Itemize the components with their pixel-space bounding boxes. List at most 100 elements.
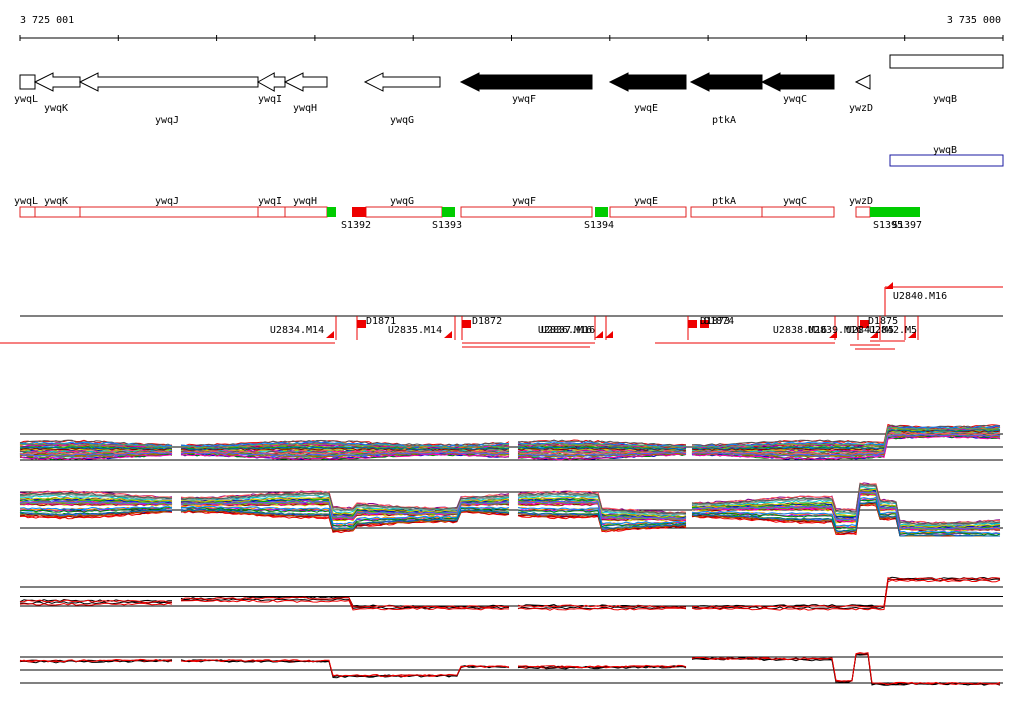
gene-label: ywqI	[258, 94, 282, 105]
probe-label: D1872	[472, 316, 502, 327]
expression-trace	[691, 424, 1001, 447]
probe-flag	[829, 331, 837, 338]
expression-trace	[691, 653, 1001, 686]
probe-flag	[885, 282, 893, 289]
probe-flag	[605, 331, 613, 338]
gene-label: ywqF	[512, 94, 536, 105]
expression-trace	[19, 509, 173, 518]
segment	[365, 206, 443, 218]
expression-trace	[19, 658, 173, 663]
expression-trace	[691, 576, 1001, 609]
expression-trace	[180, 439, 510, 447]
expression-trace	[180, 505, 510, 525]
expression-trace	[517, 492, 687, 515]
gene-label: ywqC	[783, 94, 807, 105]
expression-trace	[517, 493, 687, 516]
expression-trace	[19, 599, 172, 604]
probe-flag	[908, 331, 916, 338]
expression-trace	[181, 446, 510, 451]
expression-trace	[691, 484, 1001, 526]
expression-trace	[691, 578, 1001, 610]
expression-trace	[517, 511, 687, 529]
expression-trace	[19, 505, 173, 511]
gene-arrow	[608, 72, 687, 92]
segment-label: ywqL	[14, 196, 38, 207]
probe-label: U2838.M16	[773, 325, 827, 336]
segment-label: ywqI	[258, 196, 282, 207]
segment	[284, 206, 328, 218]
ruler-end: 3 735 000	[947, 15, 1001, 26]
expression-trace	[517, 664, 687, 668]
gene-arrow	[459, 72, 593, 92]
site-label: S1394	[584, 220, 614, 231]
expression-trace	[180, 441, 510, 448]
segment	[79, 206, 259, 218]
expression-trace	[691, 429, 1001, 451]
segment-label: ywqF	[512, 196, 536, 207]
segment	[460, 206, 593, 218]
expression-trace	[691, 496, 1001, 535]
expression-trace	[20, 601, 173, 605]
site-block	[442, 207, 455, 217]
expression-trace	[19, 439, 173, 447]
gene-label: ywqG	[390, 115, 414, 126]
probe-flag	[595, 331, 603, 338]
gene-arrow	[283, 72, 328, 92]
segment-label: ywqC	[783, 196, 807, 207]
expression-trace	[19, 490, 173, 499]
expression-trace	[180, 507, 510, 528]
probe-label: U2835.M14	[388, 325, 442, 336]
gene	[889, 54, 1004, 69]
gene-arrow	[78, 72, 259, 92]
segment-label: ywzD	[849, 196, 873, 207]
gene-arrow	[363, 72, 441, 92]
expression-trace	[691, 579, 1001, 611]
segment	[855, 206, 871, 218]
probe-marker	[700, 320, 709, 328]
site-label: S1395	[873, 220, 903, 231]
expression-trace	[517, 497, 687, 518]
gene-label: ywqK	[44, 103, 68, 114]
expression-trace	[180, 599, 510, 611]
probe-label: D1874	[704, 316, 734, 327]
expression-trace	[691, 502, 1000, 537]
site-block	[595, 207, 608, 217]
segment	[19, 206, 36, 218]
gene	[854, 74, 871, 90]
gene-label: ywqE	[634, 103, 658, 114]
probe-label: U2839.M16	[808, 325, 862, 336]
segment-label: ywqK	[44, 196, 68, 207]
probe-label: U2834.M14	[270, 325, 324, 336]
expression-trace	[19, 500, 173, 505]
probe-label: U2837.M16	[541, 325, 595, 336]
expression-trace	[691, 576, 1001, 609]
expression-trace	[180, 659, 510, 677]
expression-trace	[180, 453, 509, 461]
gene-label: ywqH	[293, 103, 317, 114]
expression-trace	[517, 452, 687, 458]
expression-trace	[517, 451, 687, 457]
expression-trace	[517, 607, 687, 611]
probe-label: D1875	[868, 316, 898, 327]
expression-trace	[181, 497, 510, 515]
probe-marker	[860, 320, 869, 328]
probe-flag	[326, 331, 334, 338]
gene	[19, 74, 36, 90]
expression-trace	[19, 492, 173, 499]
site-label: S1397	[892, 220, 922, 231]
expression-trace	[19, 454, 173, 461]
gene-label: ywqL	[14, 94, 38, 105]
probe-flag	[444, 331, 452, 338]
expression-trace	[691, 426, 1001, 448]
probe-label: D1873	[700, 316, 730, 327]
expression-trace	[691, 501, 1000, 537]
protein	[889, 154, 1004, 167]
probe-label: D1871	[366, 316, 396, 327]
probe-marker	[462, 320, 471, 328]
expression-trace	[180, 494, 510, 514]
expression-trace	[691, 432, 1001, 455]
expression-trace	[19, 449, 173, 455]
gene-arrow	[256, 72, 286, 92]
segment	[257, 206, 286, 218]
